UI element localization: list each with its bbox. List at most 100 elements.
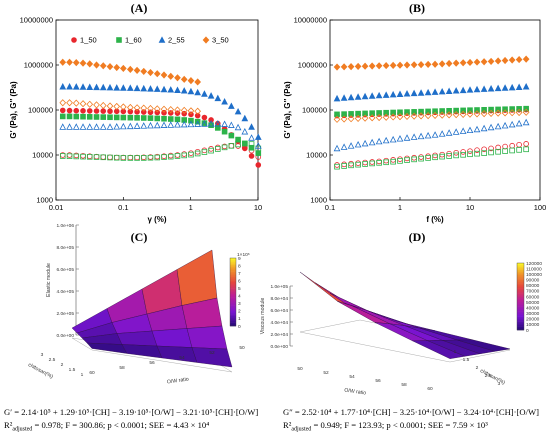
data-point <box>126 84 134 91</box>
data-point <box>438 87 446 95</box>
data-point <box>403 90 411 97</box>
data-point <box>467 148 473 154</box>
data-point <box>174 153 181 159</box>
colorbar-segment <box>517 294 524 297</box>
colorbar-segment <box>517 289 524 292</box>
data-point <box>167 86 175 93</box>
y-axis-label: G′ (Pa), G″ (Pa) <box>9 81 18 139</box>
data-point <box>248 153 255 159</box>
data-point <box>59 153 66 159</box>
data-point <box>411 109 417 115</box>
data-point <box>459 86 467 94</box>
data-point <box>417 61 425 69</box>
data-point <box>147 85 154 92</box>
data-point <box>347 93 355 101</box>
data-point <box>187 87 195 95</box>
data-point <box>174 121 181 128</box>
data-point <box>389 90 397 98</box>
data-point <box>334 163 340 170</box>
data-point <box>431 131 439 138</box>
data-point <box>126 103 134 112</box>
data-point <box>234 107 242 115</box>
data-point <box>126 122 134 130</box>
data-point <box>127 108 134 115</box>
data-point <box>59 82 67 90</box>
data-point <box>438 60 446 68</box>
colorbar-segment <box>230 315 236 318</box>
x-tick-label: 3 <box>41 352 44 358</box>
data-point <box>221 128 228 135</box>
data-point <box>375 62 383 70</box>
colorbar-tick-label: 4 <box>238 294 241 300</box>
data-point <box>106 123 114 130</box>
data-point <box>452 128 460 135</box>
data-point <box>508 83 516 91</box>
z-tick-label: 2.0e+04 <box>271 332 289 338</box>
data-point <box>501 121 509 129</box>
surface-patch <box>176 249 218 306</box>
chart-a-strain-sweep: 1000 10000 100000 1000000 10000000 0.01 0.1 1 10… <box>9 16 262 225</box>
colorbar-segment <box>230 300 236 303</box>
colorbar-frame <box>229 257 237 327</box>
data-point <box>466 58 474 67</box>
data-point <box>424 112 432 120</box>
data-point <box>452 111 460 119</box>
colorbar-segment <box>517 271 524 274</box>
data-point <box>446 153 452 159</box>
surface-patch <box>186 325 228 350</box>
data-point <box>140 109 147 115</box>
data-point <box>93 123 100 130</box>
data-point <box>494 84 502 92</box>
data-point <box>502 148 508 154</box>
data-point <box>100 154 107 160</box>
legend-label: 1_50 <box>80 36 97 45</box>
colorbar-tick-label: 8 <box>238 263 241 269</box>
data-point <box>79 100 87 108</box>
data-point <box>248 141 255 147</box>
data-point <box>72 123 80 130</box>
y-tick-label: 10000 <box>306 151 327 160</box>
data-point <box>80 153 86 160</box>
data-point <box>333 144 341 152</box>
data-point <box>453 107 459 114</box>
data-point <box>153 121 161 129</box>
colorbar-segment <box>517 301 524 304</box>
data-point <box>93 114 100 120</box>
colorbar-segment <box>230 285 236 288</box>
data-point <box>167 72 175 80</box>
colorbar-top-label: 1×10⁶ <box>237 252 250 258</box>
data-point <box>333 94 341 102</box>
data-point <box>473 85 481 93</box>
data-point <box>340 94 348 101</box>
data-point <box>438 111 446 119</box>
colorbar-segment <box>517 266 524 269</box>
data-point <box>113 63 121 72</box>
data-point <box>73 107 80 114</box>
colorbar-tick-label: 30000 <box>526 311 540 317</box>
colorbar-segment <box>517 286 524 289</box>
data-point <box>390 157 396 163</box>
data-point <box>73 153 80 160</box>
data-point <box>255 162 262 168</box>
data-point <box>382 62 390 70</box>
data-point <box>126 65 134 73</box>
z-tick-label: 1.0e+06 <box>57 223 75 229</box>
colorbar-segment <box>517 306 524 309</box>
data-point <box>59 99 67 107</box>
colorbar-segment <box>517 288 524 291</box>
z-tick-label: 2.0e+05 <box>57 311 75 317</box>
colorbar-segment <box>230 307 236 310</box>
data-point <box>254 133 262 140</box>
y-tick-label: 1000 <box>310 196 327 205</box>
data-point <box>160 85 168 93</box>
data-point <box>494 57 502 65</box>
data-point <box>522 55 530 63</box>
data-point <box>523 146 529 153</box>
x-tick-label: 1 <box>81 372 84 378</box>
colorbar-segment <box>230 266 236 269</box>
data-point <box>153 70 161 78</box>
data-point <box>73 113 80 120</box>
data-point <box>100 108 107 114</box>
data-point <box>361 114 369 122</box>
z-tick-label: 4.0e+04 <box>271 320 289 326</box>
